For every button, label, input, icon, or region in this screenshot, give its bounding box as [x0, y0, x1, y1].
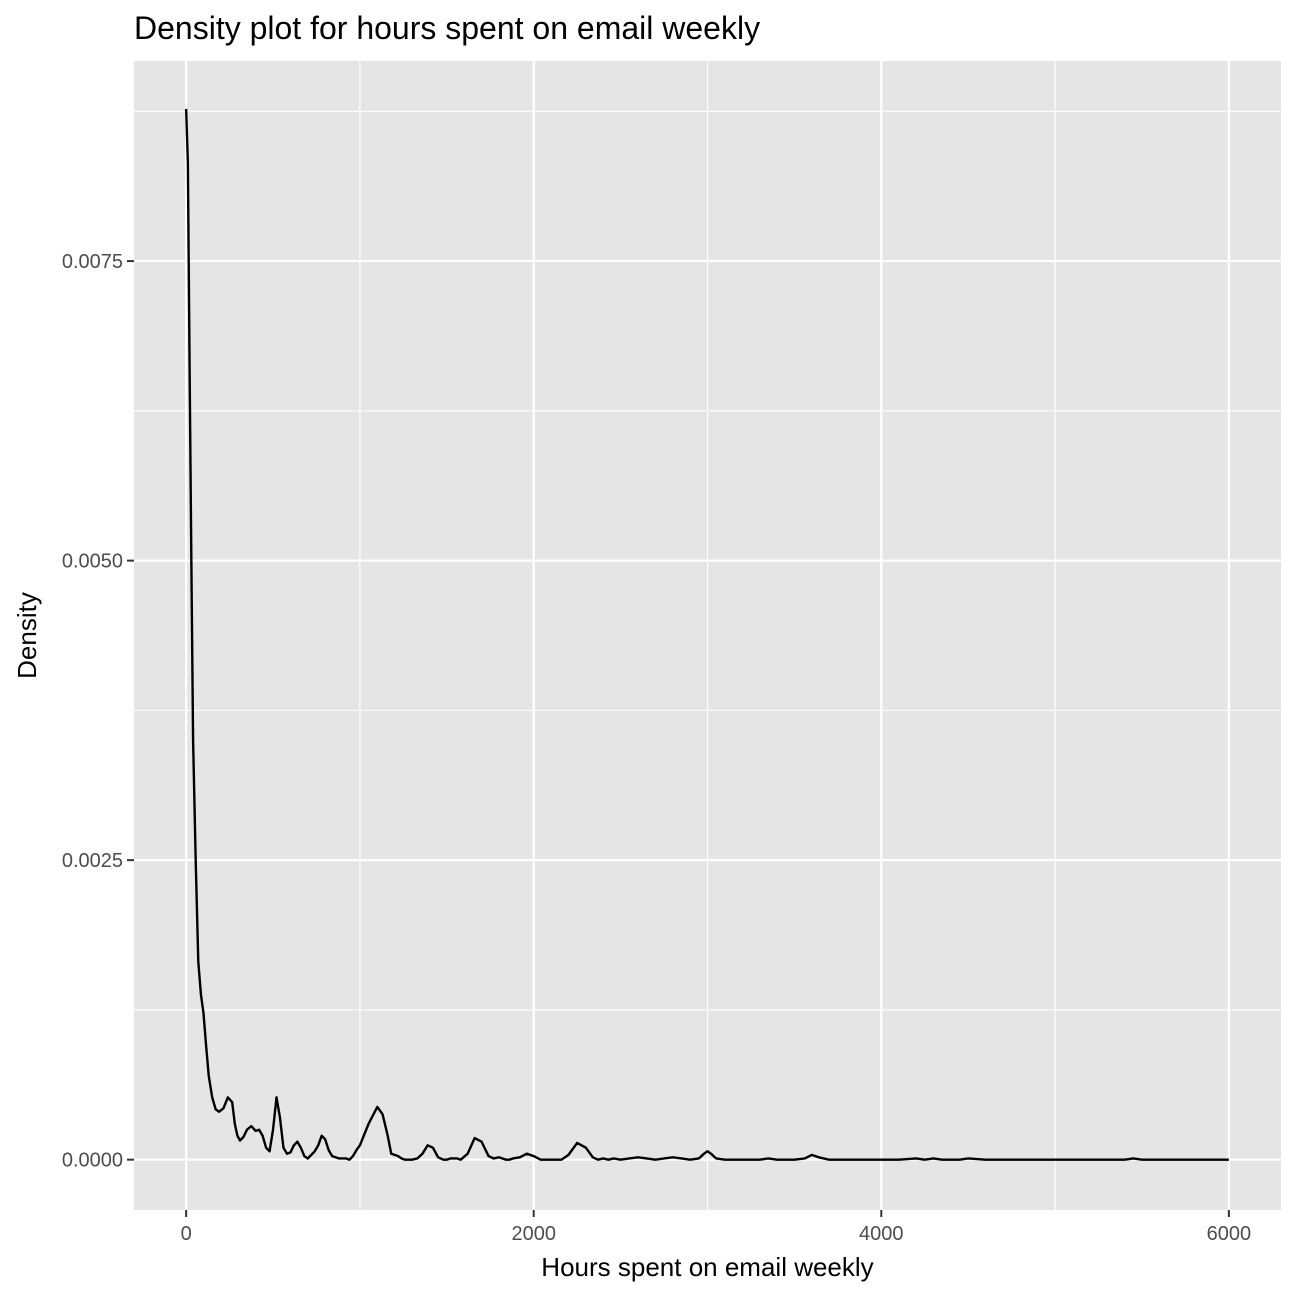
minor-gridlines [134, 61, 1281, 1210]
y-tick-label: 0.0025 [62, 850, 123, 872]
x-axis: 0 2000 4000 6000 [181, 1210, 1252, 1245]
density-line [184, 108, 1229, 1161]
x-tick-label: 6000 [1207, 1223, 1252, 1245]
y-tick-label: 0.0075 [62, 251, 123, 273]
density-series [184, 108, 1229, 1161]
x-tick-label: 4000 [859, 1223, 904, 1245]
y-tick-label: 0.0050 [62, 551, 123, 573]
x-tick-label: 2000 [511, 1223, 556, 1245]
y-tick-label: 0.0000 [62, 1150, 123, 1172]
y-axis-title: Density [12, 592, 42, 679]
x-axis-title: Hours spent on email weekly [541, 1252, 873, 1282]
x-tick-label: 0 [181, 1223, 192, 1245]
chart-title: Density plot for hours spent on email we… [134, 10, 760, 46]
y-axis: 0.0000 0.0025 0.0050 0.0075 [62, 251, 134, 1172]
major-gridlines [134, 61, 1281, 1210]
